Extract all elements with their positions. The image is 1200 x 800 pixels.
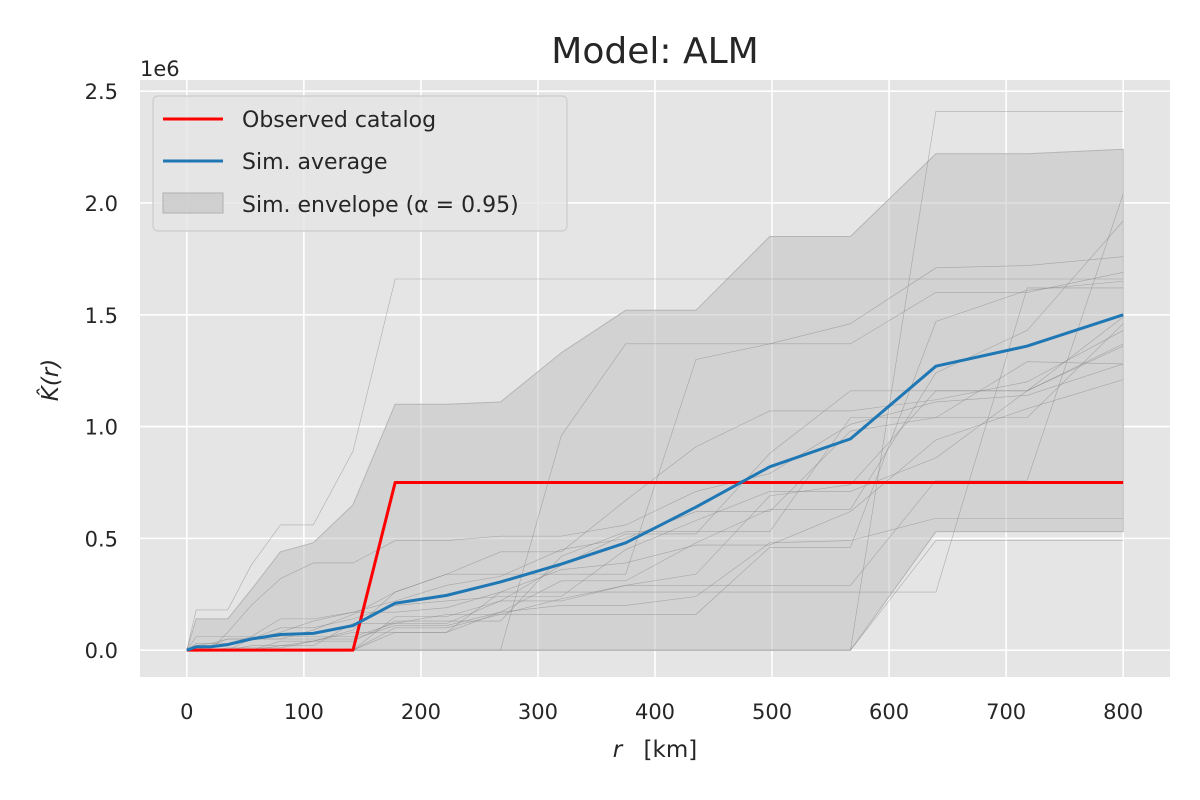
legend-frame bbox=[152, 95, 568, 232]
x-tick-label-500: 500 bbox=[752, 700, 792, 724]
x-axis-variable: r bbox=[613, 737, 624, 763]
x-tick-label-300: 300 bbox=[518, 700, 558, 724]
average-line bbox=[186, 313, 1124, 652]
legend-observed-label: Observed catalog bbox=[242, 108, 436, 133]
x-tick-label-700: 700 bbox=[986, 700, 1026, 724]
x-tick-label-0: 0 bbox=[180, 700, 193, 724]
x-axis-label: r [km] bbox=[613, 737, 697, 763]
simulation-line-14 bbox=[186, 287, 1124, 651]
x-tick-label-400: 400 bbox=[635, 700, 675, 724]
simulation-line-10 bbox=[186, 343, 1124, 651]
simulation-line-6 bbox=[186, 379, 1124, 651]
x-tick-label-800: 800 bbox=[1103, 700, 1143, 724]
y-tick-label-5: 2.5 bbox=[85, 80, 118, 104]
y-axis-label: K̂(r) bbox=[37, 359, 64, 402]
x-tick-label-200: 200 bbox=[401, 700, 441, 724]
simulation-line-3 bbox=[186, 363, 1124, 651]
series-layer bbox=[186, 313, 1124, 652]
y-offset-label: 1e6 bbox=[140, 57, 180, 81]
y-tick-labels: 0.0 0.5 1.0 1.5 2.0 2.5 bbox=[85, 80, 118, 663]
x-tick-label-600: 600 bbox=[869, 700, 909, 724]
x-axis-unit: [km] bbox=[644, 737, 698, 763]
legend-envelope-swatch bbox=[162, 192, 224, 214]
y-tick-label-4: 2.0 bbox=[85, 192, 118, 216]
x-tick-labels: 0 100 200 300 400 500 600 700 800 bbox=[180, 700, 1143, 724]
y-tick-label-1: 0.5 bbox=[85, 527, 118, 551]
y-tick-label-3: 1.5 bbox=[85, 304, 118, 328]
legend-envelope-label: Sim. envelope (α = 0.95) bbox=[242, 193, 519, 218]
legend: Observed catalog Sim. average Sim. envel… bbox=[152, 95, 568, 232]
y-tick-label-2: 1.0 bbox=[85, 416, 118, 440]
observed-line bbox=[186, 480, 1124, 652]
y-tick-label-0: 0.0 bbox=[85, 639, 118, 663]
chart-title: Model: ALM bbox=[551, 31, 758, 72]
legend-average-label: Sim. average bbox=[242, 150, 388, 175]
simulation-line-1 bbox=[186, 278, 1124, 651]
x-tick-label-100: 100 bbox=[284, 700, 324, 724]
